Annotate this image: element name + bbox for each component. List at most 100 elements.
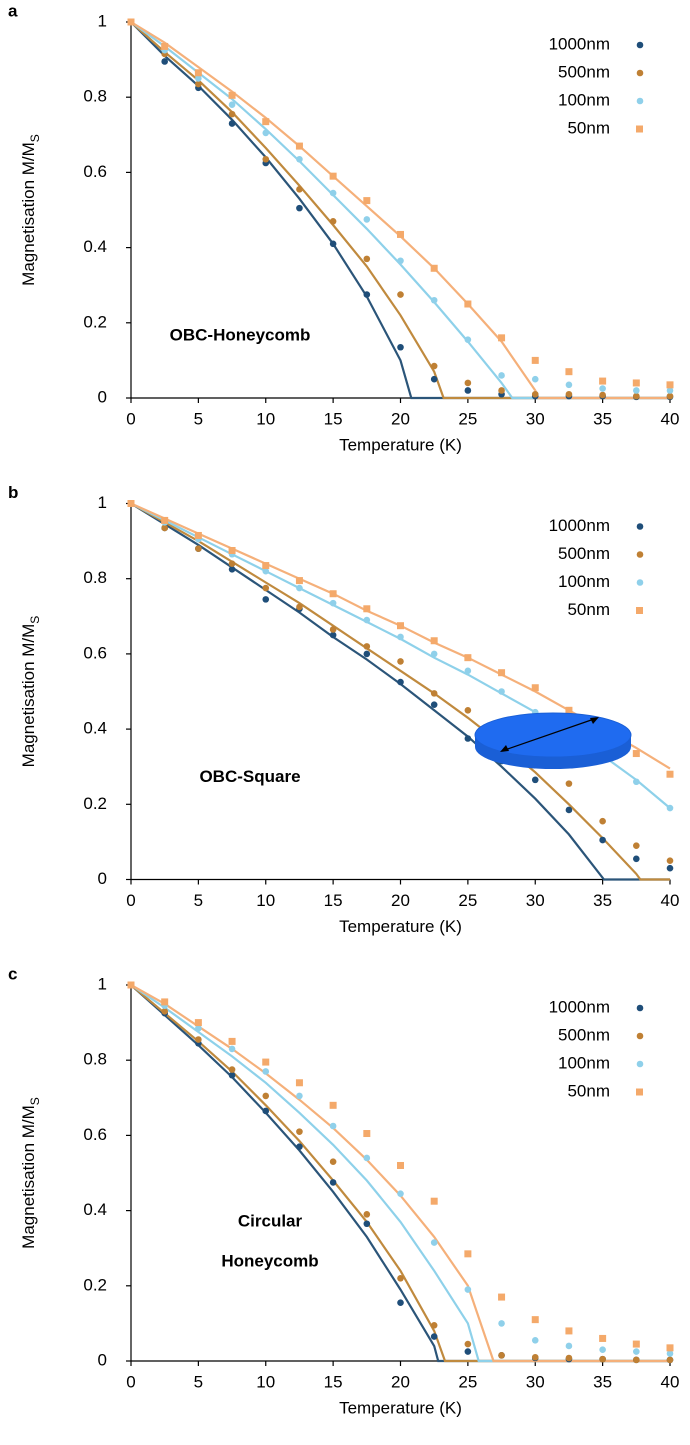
- x-tick-label: 40: [661, 409, 680, 428]
- data-point: [329, 240, 337, 248]
- fit-line: [130, 502, 670, 881]
- y-tick-label: 0.6: [83, 643, 107, 662]
- legend-marker: [636, 1060, 644, 1068]
- data-point: [329, 172, 337, 180]
- data-point: [161, 58, 168, 65]
- x-tick-label: 0: [126, 891, 135, 910]
- data-point: [397, 1190, 404, 1197]
- data-point: [565, 1354, 573, 1362]
- legend-marker: [636, 1088, 643, 1096]
- data-point: [498, 387, 505, 394]
- legend-marker: [636, 41, 644, 49]
- x-tick-label: 30: [526, 409, 545, 428]
- data-point: [430, 362, 438, 370]
- data-point: [161, 516, 169, 524]
- data-point: [531, 1316, 539, 1324]
- data-point: [464, 1286, 472, 1293]
- data-point: [464, 1348, 472, 1355]
- legend-marker: [636, 523, 644, 530]
- x-tick-label: 30: [526, 1372, 545, 1391]
- x-axis-label: Temperature (K): [339, 1398, 462, 1417]
- data-point: [464, 387, 472, 394]
- data-point: [633, 1356, 640, 1364]
- data-point: [329, 599, 337, 607]
- data-point: [464, 1250, 472, 1258]
- data-point: [531, 390, 539, 398]
- y-axis-label-main: Magnetisation M/M: [19, 142, 38, 286]
- legend-label: 100nm: [558, 1053, 610, 1072]
- y-tick-label: 0.4: [83, 719, 107, 738]
- data-point: [262, 155, 270, 163]
- data-point: [228, 547, 236, 554]
- data-point: [599, 1346, 606, 1354]
- legend-label: 500nm: [558, 544, 610, 563]
- data-point: [633, 778, 640, 786]
- fit-line: [130, 21, 670, 400]
- data-point: [397, 633, 404, 641]
- data-point: [632, 379, 640, 387]
- data-point: [262, 1092, 270, 1100]
- x-tick-label: 35: [593, 891, 612, 910]
- data-point: [430, 296, 438, 304]
- data-point: [329, 217, 337, 225]
- data-point: [666, 1350, 674, 1357]
- data-point: [531, 356, 539, 364]
- disk-illustration: [474, 712, 632, 769]
- data-point: [262, 118, 270, 126]
- y-tick-label: 1: [98, 974, 107, 993]
- legend-marker: [636, 69, 644, 77]
- legend-marker: [636, 1032, 644, 1040]
- panel-label: a: [8, 1, 18, 20]
- y-tick-label: 0: [98, 1350, 107, 1369]
- data-point: [599, 391, 606, 399]
- data-point: [195, 545, 202, 552]
- y-tick-label: 0.2: [83, 794, 107, 813]
- data-point: [228, 560, 236, 567]
- data-point: [262, 129, 270, 137]
- data-point: [633, 842, 640, 849]
- annotation: Circular: [238, 1211, 303, 1230]
- y-tick-label: 0.4: [83, 1200, 107, 1219]
- y-axis-label: Magnetisation M/MS: [19, 134, 42, 286]
- data-point: [397, 622, 404, 630]
- legend-label: 500nm: [558, 1025, 610, 1044]
- data-point: [599, 1355, 606, 1363]
- y-tick-label: 0.4: [83, 237, 107, 256]
- data-point: [296, 1143, 303, 1150]
- data-point: [363, 216, 371, 223]
- data-point: [296, 204, 303, 212]
- data-point: [666, 804, 674, 812]
- data-point: [195, 1024, 202, 1032]
- x-tick-label: 5: [194, 1372, 203, 1391]
- data-point: [632, 750, 640, 758]
- legend-label: 500nm: [558, 62, 610, 81]
- data-point: [430, 1321, 438, 1329]
- data-point: [228, 566, 236, 573]
- data-point: [464, 654, 472, 662]
- legend-label: 1000nm: [549, 34, 610, 53]
- data-point: [498, 1320, 505, 1327]
- data-point: [262, 584, 270, 592]
- annotation: OBC-Honeycomb: [170, 325, 311, 344]
- data-point: [666, 381, 674, 389]
- data-point: [363, 643, 371, 650]
- y-axis-label: Magnetisation M/MS: [19, 1097, 42, 1249]
- data-point: [363, 1211, 371, 1218]
- x-tick-label: 40: [661, 891, 680, 910]
- legend-label: 1000nm: [549, 997, 610, 1016]
- data-point: [430, 701, 438, 708]
- x-tick-label: 5: [194, 409, 203, 428]
- x-tick-label: 20: [391, 1372, 410, 1391]
- data-point: [464, 1340, 472, 1348]
- x-tick-label: 20: [391, 409, 410, 428]
- x-tick-label: 0: [126, 409, 135, 428]
- data-point: [430, 637, 438, 645]
- diameter-arrow: [501, 717, 598, 752]
- x-tick-label: 30: [526, 891, 545, 910]
- data-point: [599, 817, 606, 825]
- x-tick-label: 15: [324, 891, 343, 910]
- panel-label: b: [8, 483, 18, 502]
- data-point: [397, 678, 404, 686]
- x-tick-label: 10: [256, 409, 275, 428]
- y-axis-label-subscript: S: [28, 1097, 42, 1105]
